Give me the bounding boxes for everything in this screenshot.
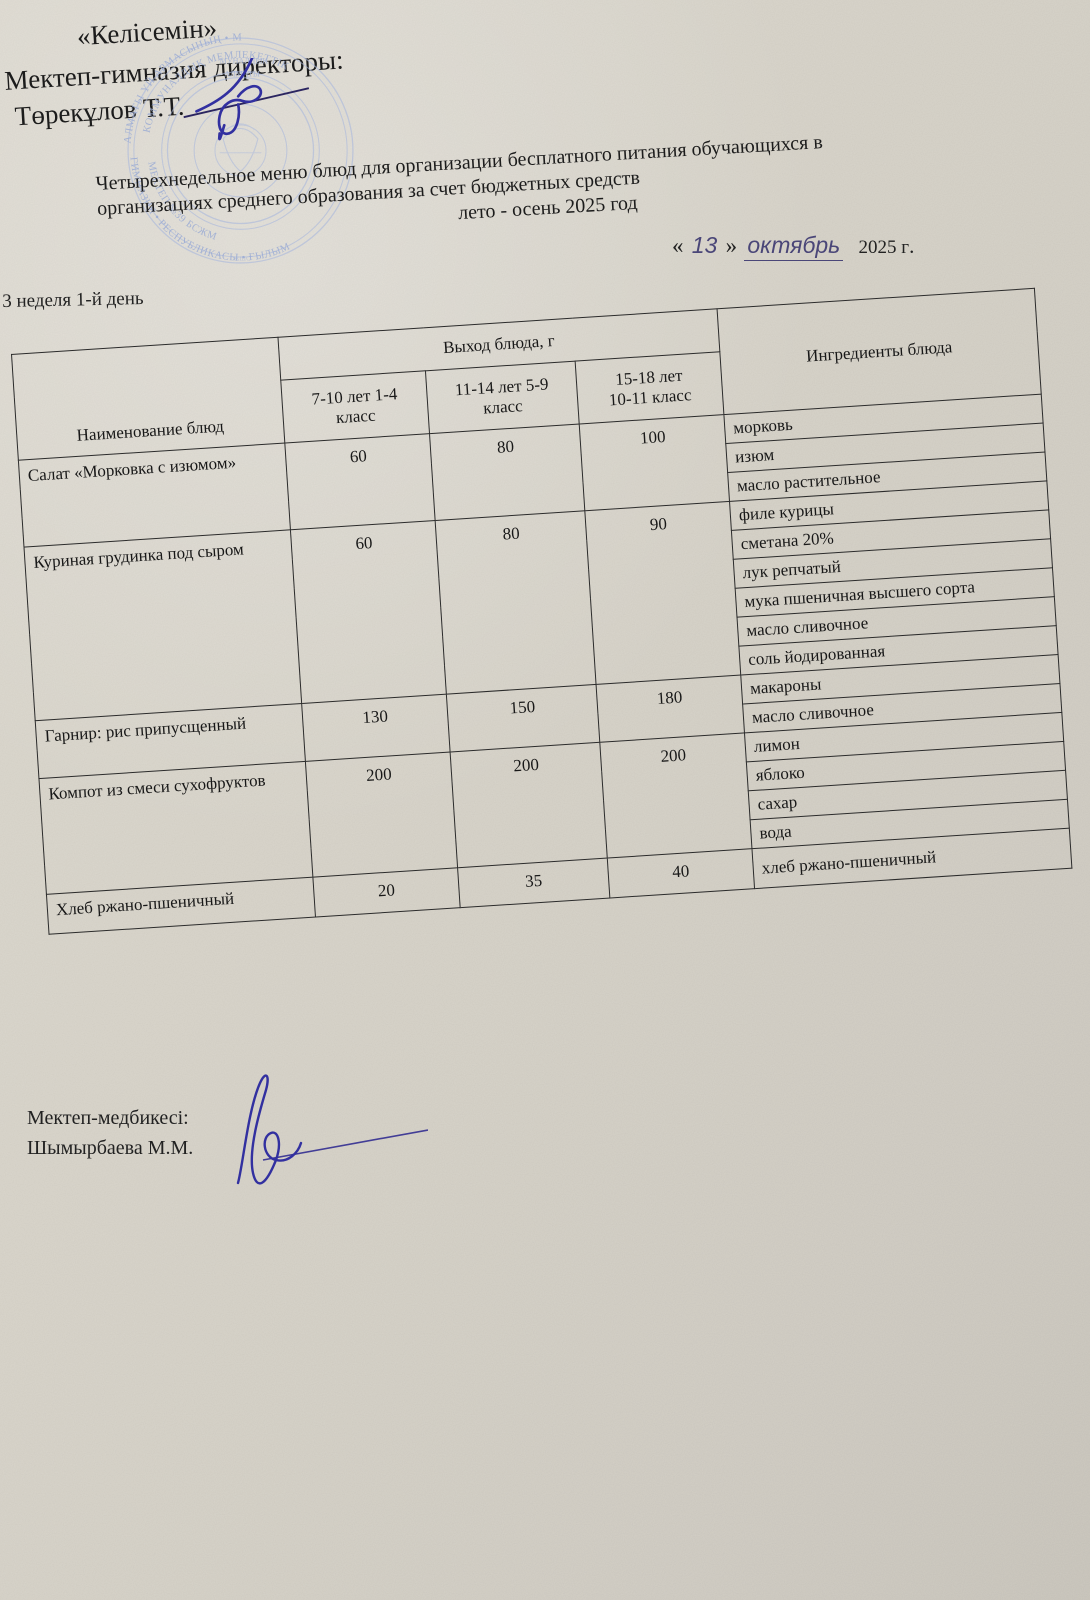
svg-text:ЖШС: ЖШС (234, 255, 251, 262)
